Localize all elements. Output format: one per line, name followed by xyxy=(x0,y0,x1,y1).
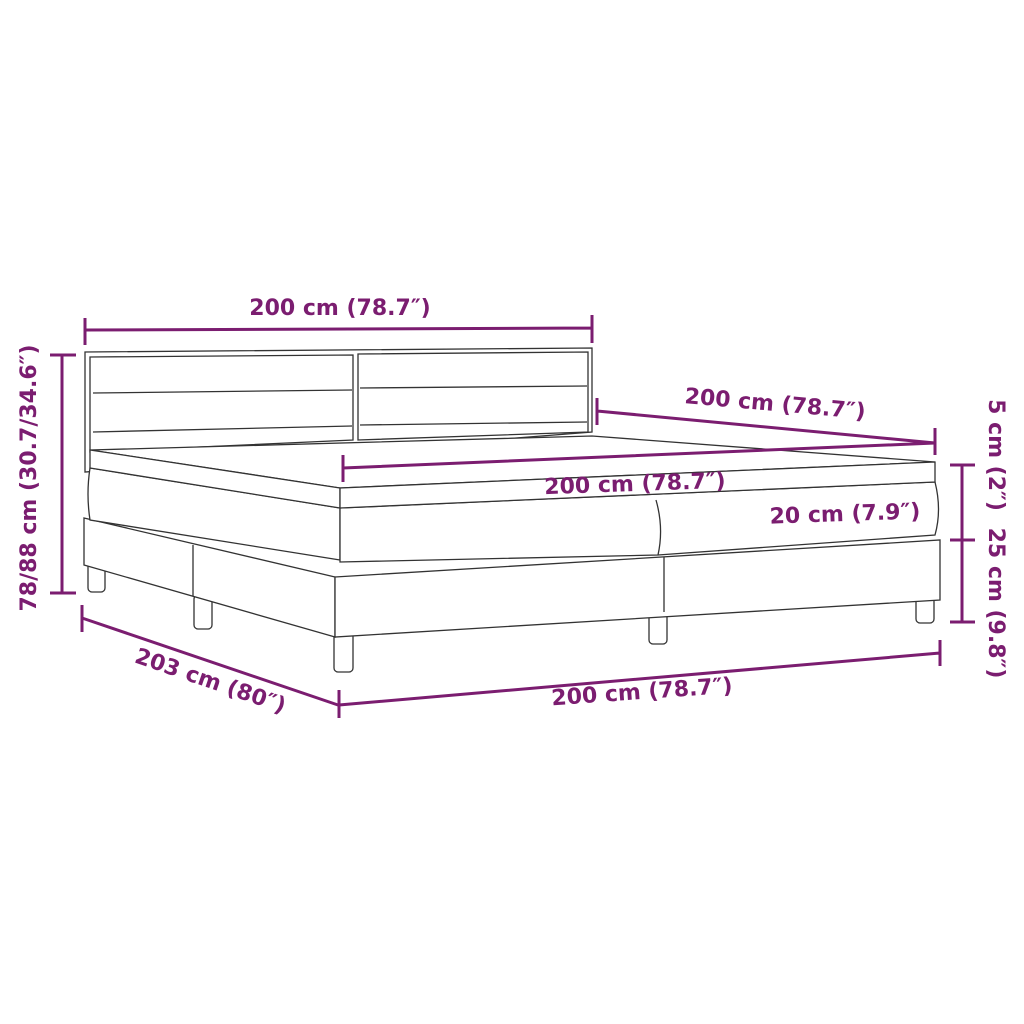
panel-line xyxy=(359,421,588,426)
total-height-label: 78/88 cm (30.7/34.6″) xyxy=(17,344,42,611)
headboard-panel-right xyxy=(357,351,589,441)
total-height-line xyxy=(50,353,76,595)
bed-illustration xyxy=(83,347,941,673)
panel-line xyxy=(92,389,353,394)
height-breakdown-line xyxy=(950,463,975,624)
bed-depth-label: 200 cm (78.7″) xyxy=(684,384,867,425)
base-height-label: 25 cm (9.8″) xyxy=(983,528,1008,679)
base-front xyxy=(334,539,941,638)
mattress-side xyxy=(87,467,341,561)
mattress-divider xyxy=(655,499,662,556)
panel-line xyxy=(92,425,353,433)
mattress-height-label: 20 cm (7.9″) xyxy=(769,499,921,529)
headboard-width-label: 200 cm (78.7″) xyxy=(249,296,430,321)
total-width-label: 200 cm (78.7″) xyxy=(551,674,734,712)
leg-front-left xyxy=(333,631,354,673)
total-width-line xyxy=(338,640,942,707)
bed-depth-line xyxy=(595,398,937,455)
headboard-width-line xyxy=(83,315,594,345)
headboard-panel-left xyxy=(89,354,354,453)
dimension-lines xyxy=(50,315,975,718)
mattress-width-line xyxy=(341,441,936,482)
topper-front xyxy=(339,461,936,509)
topper-height-label: 5 cm (2″) xyxy=(983,399,1008,511)
panel-line xyxy=(359,385,588,389)
